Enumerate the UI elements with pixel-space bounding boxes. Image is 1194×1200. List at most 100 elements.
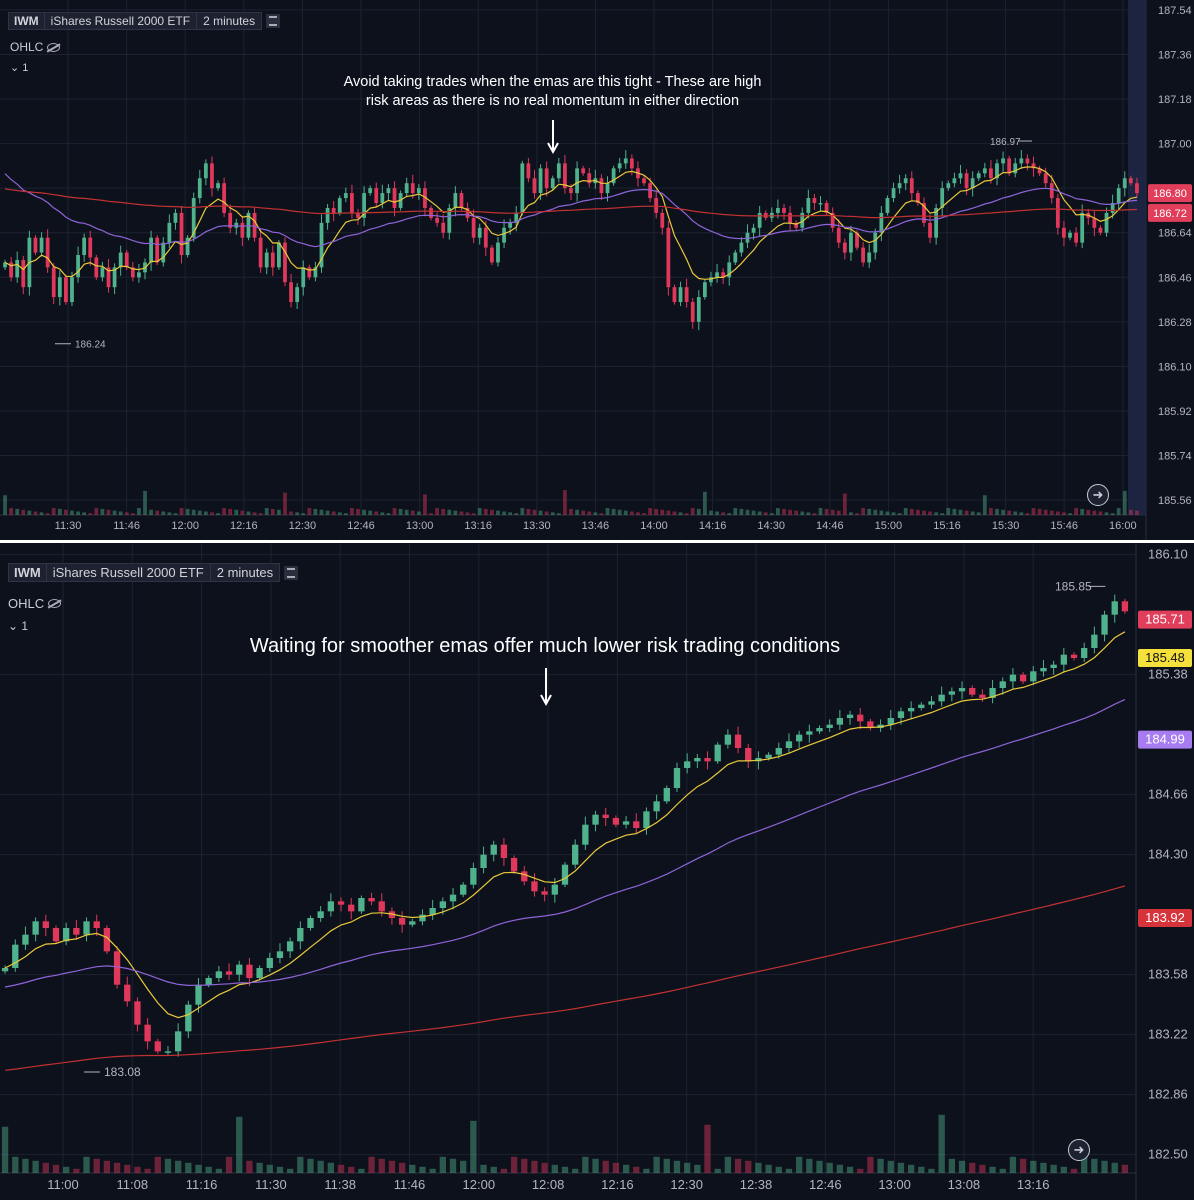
candle-body [118, 252, 123, 268]
symbol-legend[interactable]: IWM iShares Russell 2000 ETF 2 minutes [8, 563, 299, 582]
volume-bar [283, 492, 287, 515]
candle-body [855, 232, 859, 248]
volume-bar [1122, 490, 1127, 515]
volume-bar [317, 1160, 324, 1173]
candle-body [928, 701, 935, 705]
volume-bar [544, 511, 549, 515]
scroll-to-latest-icon[interactable]: ➜ [1087, 484, 1109, 506]
timeframe-label[interactable]: 2 minutes [197, 12, 263, 30]
volume-bar [948, 1158, 956, 1173]
candle-body [734, 734, 742, 748]
candle-body [144, 1024, 151, 1042]
volume-bar [106, 509, 111, 515]
candle-body [633, 821, 640, 828]
candle-body [439, 901, 446, 908]
volume-bar [88, 513, 93, 515]
chart-canvas-bottom[interactable]: 186.10 185.38 184.66 184.30 183.58 183.22 182.… [0, 543, 1194, 1200]
candle-body [795, 734, 803, 742]
volume-bar [617, 509, 622, 515]
scroll-to-latest-icon[interactable]: ➜ [1068, 1139, 1090, 1161]
volume-bar [582, 1156, 589, 1173]
volume-bar [480, 1164, 487, 1173]
volume-bar [276, 1166, 284, 1173]
candle-body [672, 287, 677, 303]
indicator-count[interactable]: ⌄ 1 [8, 619, 29, 633]
eye-hidden-icon[interactable] [47, 42, 61, 52]
candle-body [1074, 232, 1078, 243]
menu-icon[interactable] [284, 565, 299, 580]
candle-body [684, 761, 691, 768]
candle-body [167, 222, 172, 243]
volume-bar [775, 1166, 782, 1173]
candle-body [673, 768, 681, 788]
timeframe-label[interactable]: 2 minutes [210, 563, 281, 582]
volume-bar [22, 1158, 29, 1173]
volume-bar [751, 510, 756, 515]
volume-bar [660, 509, 665, 515]
y-tick-label: 185.92 [1158, 406, 1192, 418]
candle-body [824, 203, 829, 213]
candle-body [1009, 674, 1017, 682]
candle-body [995, 163, 999, 179]
candle-body [755, 758, 762, 762]
price-label-box [1138, 909, 1192, 927]
volume-bar [818, 508, 823, 515]
volume-bar [185, 508, 190, 515]
menu-icon[interactable] [266, 14, 281, 28]
candle-body [653, 801, 660, 812]
candle-body [45, 237, 50, 268]
indicator-ohlc[interactable]: OHLC [8, 596, 62, 611]
indicator-count[interactable]: ⌄ 1 [10, 62, 29, 74]
volume-bar [234, 509, 239, 515]
candle-body [887, 718, 894, 725]
candle-body [350, 193, 354, 213]
x-tick-label: 14:30 [757, 520, 785, 532]
candle-body [979, 694, 986, 698]
candle-body [830, 212, 835, 228]
volume-bar [806, 512, 811, 515]
candle-body [538, 168, 543, 194]
symbol-ticker[interactable]: IWM [8, 12, 45, 30]
candle-body [654, 198, 659, 213]
candle-body [76, 255, 80, 278]
volume-bar [765, 1164, 772, 1173]
symbol-legend[interactable]: IWM iShares Russell 2000 ETF 2 minutes [8, 12, 281, 30]
candle-body [891, 188, 896, 199]
volume-bar [575, 509, 579, 515]
volume-bar [73, 1168, 80, 1173]
volume-bar [532, 509, 537, 515]
chart-panel-top[interactable]: 187.54187.36187.18187.00186.82186.64186.… [0, 0, 1194, 540]
volume-bar [154, 1156, 161, 1173]
candle-body [1025, 158, 1030, 164]
y-tick-label: 183.22 [1148, 1027, 1188, 1042]
eye-hidden-icon[interactable] [48, 599, 62, 608]
volume-bar [124, 1164, 131, 1173]
candle-body [1007, 158, 1012, 174]
volume-bar [672, 511, 677, 515]
volume-bar [1037, 508, 1042, 515]
volume-bar [776, 508, 780, 515]
volume-bar [1081, 1156, 1088, 1173]
chart-panel-bottom[interactable]: 186.10 185.38 184.66 184.30 183.58 183.22 182.… [0, 543, 1194, 1200]
volume-bar [1104, 512, 1109, 515]
volume-bar [313, 508, 318, 515]
candle-body [629, 158, 634, 169]
price-label-value: 186.72 [1153, 208, 1187, 220]
symbol-name: iShares Russell 2000 ETF [44, 12, 198, 30]
symbol-ticker[interactable]: IWM [8, 563, 47, 582]
volume-bar [416, 511, 421, 515]
volume-bar [1098, 511, 1103, 515]
y-tick-label: 186.10 [1148, 547, 1188, 562]
candle-body [358, 898, 365, 912]
candle-body [952, 178, 957, 184]
volume-bar [587, 511, 592, 515]
x-tick-label: 12:16 [601, 1177, 634, 1192]
candle-body [496, 242, 500, 263]
volume-bar [556, 513, 561, 515]
chart-canvas-top[interactable]: 187.54187.36187.18187.00186.82186.64186.… [0, 0, 1194, 540]
indicator-ohlc[interactable]: OHLC [10, 40, 61, 54]
volume-bar [64, 509, 68, 515]
candle-body [12, 944, 19, 968]
candle-body [1116, 188, 1121, 204]
candle-body [969, 688, 976, 695]
